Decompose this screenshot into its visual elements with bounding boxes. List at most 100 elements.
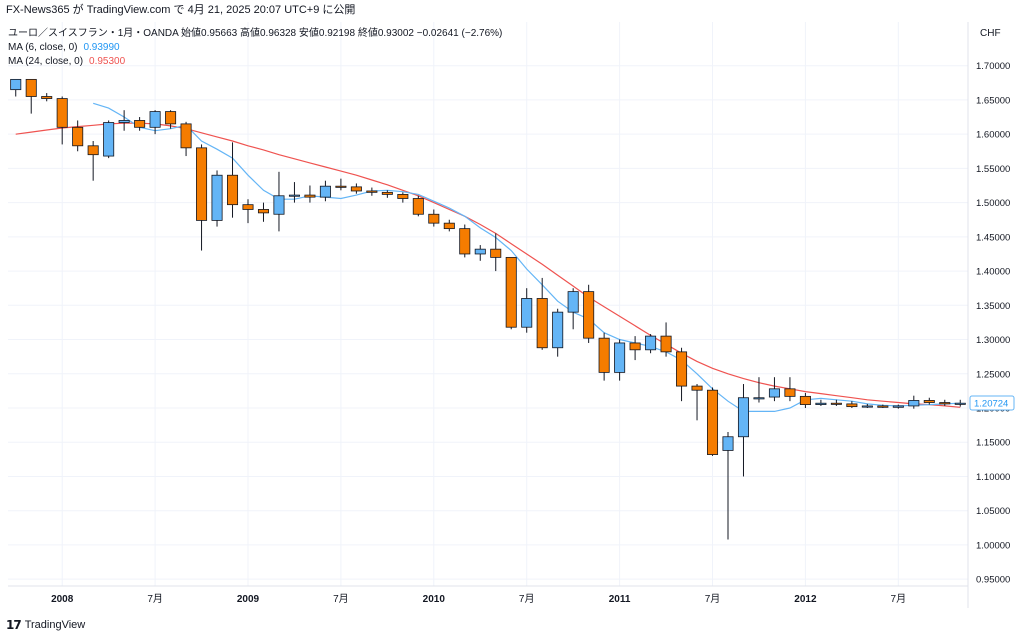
y-tick-label: 1.10000 [976, 472, 1010, 483]
candle-body [691, 385, 703, 391]
y-tick-label: 1.50000 [976, 198, 1010, 209]
candle-body [397, 193, 409, 199]
candle-body [211, 174, 223, 221]
candle-body [443, 222, 455, 230]
ma6-label: MA (6, close, 0) [8, 42, 78, 53]
candle-body [335, 185, 347, 188]
candle-body [72, 126, 84, 147]
ma6-legend[interactable]: MA (6, close, 0) 0.93990 [8, 41, 502, 55]
candle-body [830, 402, 842, 405]
ma24-legend[interactable]: MA (24, close, 0) 0.95300 [8, 55, 502, 69]
ma6-line [93, 102, 961, 412]
candle-body [227, 174, 239, 206]
candle-body [412, 198, 424, 215]
time-axis: 2008 7月 2009 7月 2010 7月 2011 7月 2012 7月 [51, 593, 906, 605]
y-tick-label: 1.35000 [976, 301, 1010, 312]
ma6-layer [93, 102, 961, 412]
brand-name: TradingView [24, 619, 86, 631]
candle-body [707, 389, 719, 455]
ma6-value: 0.93990 [83, 42, 120, 53]
x-tick-label: 7月 [891, 593, 907, 605]
candle-body [799, 395, 811, 405]
currency-label: CHF [980, 28, 1001, 39]
x-tick-label: 7月 [333, 593, 349, 605]
candle-body [892, 405, 904, 408]
candle-body [598, 337, 610, 373]
candle-body [118, 120, 130, 123]
candle-body [645, 335, 657, 351]
y-tick-label: 0.95000 [976, 575, 1010, 586]
candle-body [923, 400, 935, 403]
candle-body [180, 123, 192, 149]
candle-body [319, 185, 331, 198]
candle-body [350, 186, 362, 192]
y-tick-label: 1.30000 [976, 335, 1010, 346]
candle-body [242, 204, 254, 210]
y-tick-label: 1.05000 [976, 506, 1010, 517]
candle-body [490, 248, 502, 258]
candle-body [273, 195, 285, 215]
candle-body [257, 209, 269, 214]
candle-body [25, 78, 37, 97]
candlestick-chart[interactable]: 1.70000 1.65000 1.60000 1.55000 1.50000 1.450… [8, 22, 1016, 608]
chart-area[interactable]: 1.70000 1.65000 1.60000 1.55000 1.50000 1.450… [8, 22, 1016, 608]
publisher-line: FX-News365 が TradingView.com で 4月 21, 20… [6, 4, 356, 16]
candle-body [939, 402, 951, 405]
candle-body [614, 342, 626, 373]
candle-body [768, 388, 780, 398]
candle-body [304, 194, 316, 198]
price-axis: 1.70000 1.65000 1.60000 1.55000 1.50000 1.450… [969, 28, 1015, 586]
candle-body [567, 291, 579, 313]
candle-body [56, 98, 68, 128]
footer: 𝟭𝟳 TradingView [6, 617, 85, 633]
tradingview-logo-icon: 𝟭𝟳 [6, 618, 22, 632]
candle-body [521, 298, 533, 328]
candle-body [877, 405, 889, 408]
candle-body [676, 351, 688, 387]
candle-body [846, 403, 858, 408]
y-tick-label: 1.25000 [976, 369, 1010, 380]
candle-body [87, 145, 99, 156]
last-price-tag [969, 395, 1015, 411]
x-tick-label: 7月 [705, 593, 721, 605]
x-tick-label: 7月 [519, 593, 535, 605]
candle-body [134, 120, 146, 128]
candle-body [815, 402, 827, 405]
last-price-label: 1.20724 [974, 399, 1008, 410]
grid [8, 22, 969, 608]
y-tick-label: 1.55000 [976, 164, 1010, 175]
candle-body [536, 298, 548, 349]
candle-body [381, 191, 393, 195]
candle-body [908, 400, 920, 407]
candle-body [103, 122, 115, 157]
candle-body [583, 291, 595, 339]
candle-body [41, 96, 53, 99]
symbol-info: ユーロ／スイスフラン・1月・OANDA 始値0.95663 高値0.96328 … [8, 28, 503, 39]
candle-body [505, 256, 517, 328]
ma24-label: MA (24, close, 0) [8, 56, 84, 67]
candle-body [861, 405, 873, 408]
candle-body [366, 190, 378, 193]
candle-body [196, 147, 208, 221]
candle-body [459, 228, 471, 255]
x-tick-label: 2008 [51, 594, 74, 605]
x-tick-label: 2009 [237, 594, 260, 605]
legend: ユーロ／スイスフラン・1月・OANDA 始値0.95663 高値0.96328 … [8, 27, 502, 69]
candle-body [165, 111, 177, 125]
candle-body [629, 342, 641, 351]
candle-body [784, 388, 796, 397]
ma24-layer [15, 122, 961, 408]
y-tick-label: 1.60000 [976, 130, 1010, 141]
candle-body [428, 213, 440, 224]
x-tick-label: 2011 [609, 594, 631, 605]
y-tick-label: 1.65000 [976, 95, 1010, 106]
candle-body [552, 311, 564, 349]
candle-body [288, 194, 300, 197]
ma24-value: 0.95300 [89, 56, 126, 67]
candle-body [954, 402, 966, 405]
candle-body [149, 111, 161, 128]
x-tick-label: 2010 [423, 594, 446, 605]
y-tick-label: 1.40000 [976, 267, 1010, 278]
x-tick-label: 7月 [147, 593, 163, 605]
y-tick-label: 1.70000 [976, 61, 1010, 72]
